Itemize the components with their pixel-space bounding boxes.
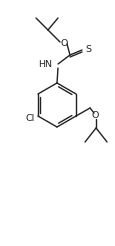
Text: Cl: Cl: [26, 113, 35, 123]
Text: S: S: [84, 45, 90, 53]
Text: HN: HN: [38, 61, 52, 70]
Text: O: O: [91, 111, 98, 121]
Text: O: O: [60, 40, 67, 48]
